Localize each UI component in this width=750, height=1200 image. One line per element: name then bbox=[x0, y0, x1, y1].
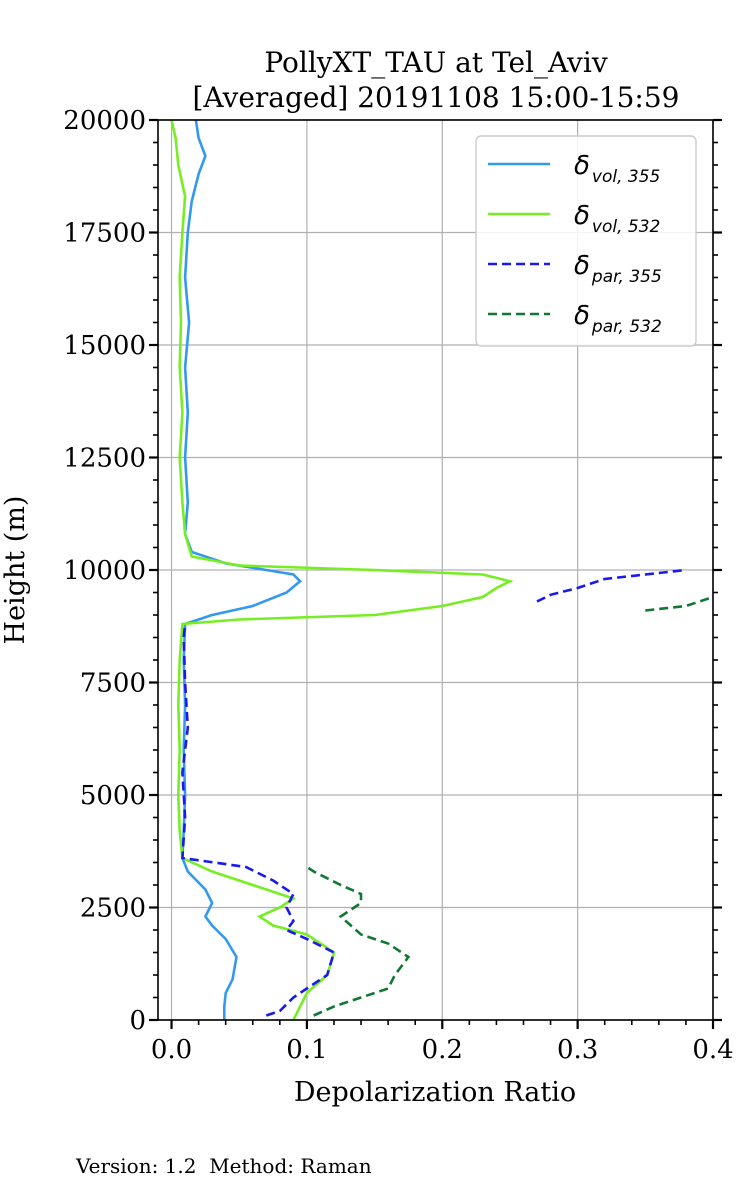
tick-labels: 0 2500 5000 7500 10000 12500 15000 17500 20000 0.… bbox=[63, 106, 733, 1065]
series-layer bbox=[170, 120, 713, 1020]
legend-entry-label: δ par, 532 bbox=[574, 301, 662, 337]
legend: δ vol, 355 δ vol, 532 δ par, 355 δ par, 532 bbox=[475, 135, 697, 347]
legend-entry-label: δ vol, 532 bbox=[574, 201, 660, 237]
series-line-0 bbox=[181, 120, 303, 1020]
series-line-3-peak bbox=[645, 595, 713, 612]
y-axis-label: Height (m) bbox=[0, 496, 31, 645]
series-line-2 bbox=[181, 623, 336, 1017]
series-line-2-peak bbox=[536, 568, 687, 603]
chart-title-line1: PollyXT_TAU at Tel_Aviv bbox=[264, 46, 607, 79]
x-tick-label: 0.3 bbox=[557, 1035, 598, 1065]
x-tick-label: 0.4 bbox=[692, 1035, 733, 1065]
depolarization-chart: PollyXT_TAU at Tel_Aviv [Averaged] 20191… bbox=[0, 46, 734, 1108]
x-axis-label: Depolarization Ratio bbox=[294, 1077, 576, 1108]
y-tick-label: 12500 bbox=[63, 444, 146, 474]
chart-title-line2: [Averaged] 20191108 15:00-15:59 bbox=[193, 81, 680, 114]
y-tick-label: 5000 bbox=[80, 781, 146, 811]
x-tick-label: 0.0 bbox=[151, 1035, 192, 1065]
y-tick-label: 20000 bbox=[63, 106, 146, 136]
y-tick-label: 15000 bbox=[63, 331, 146, 361]
x-tick-label: 0.2 bbox=[422, 1035, 463, 1065]
footer-version-method: Version: 1.2 Method: Raman bbox=[76, 1154, 372, 1178]
y-tick-label: 7500 bbox=[80, 669, 146, 699]
series-line-3 bbox=[306, 865, 411, 1017]
x-tick-label: 0.1 bbox=[286, 1035, 327, 1065]
y-tick-label: 10000 bbox=[63, 556, 146, 586]
legend-entry-label: δ par, 355 bbox=[574, 251, 662, 287]
axes bbox=[149, 118, 722, 1029]
y-tick-label: 17500 bbox=[63, 219, 146, 249]
y-tick-label: 0 bbox=[129, 1006, 146, 1036]
y-tick-label: 2500 bbox=[80, 894, 146, 924]
legend-entry-label: δ vol, 355 bbox=[574, 151, 660, 187]
series-line-1 bbox=[170, 120, 514, 1020]
legend-box bbox=[475, 135, 697, 347]
